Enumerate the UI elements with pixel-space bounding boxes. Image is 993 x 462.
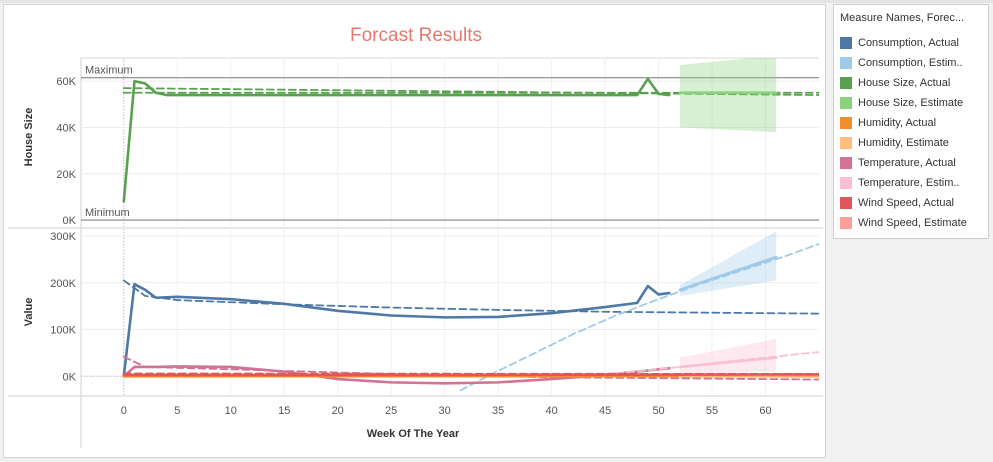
- legend-item-label: House Size, Estimate: [858, 97, 986, 109]
- legend-swatch: [840, 57, 852, 69]
- top-y-tick-label: 0K: [63, 215, 77, 227]
- bottom-y-tick-label: 0K: [63, 371, 77, 383]
- legend-swatch: [840, 217, 852, 229]
- legend-item[interactable]: House Size, Estimate: [834, 93, 988, 113]
- x-tick-label: 30: [439, 405, 451, 417]
- legend-item[interactable]: Wind Speed, Estimate: [834, 213, 988, 233]
- x-tick-label: 55: [706, 405, 718, 417]
- legend-item[interactable]: Temperature, Estim..: [834, 173, 988, 193]
- top-series-house-actual: [124, 79, 669, 202]
- legend-item-label: House Size, Actual: [858, 77, 986, 89]
- bottom-panel-series: [124, 231, 819, 390]
- top-y-tick-label: 20K: [56, 169, 76, 181]
- top-y-tick-label: 40K: [56, 122, 76, 134]
- x-axis-label: Week Of The Year: [367, 428, 460, 440]
- x-tick-label: 25: [385, 405, 397, 417]
- x-tick-label: 45: [599, 405, 611, 417]
- legend-item[interactable]: House Size, Actual: [834, 73, 988, 93]
- x-tick-label: 35: [492, 405, 504, 417]
- legend-item-label: Temperature, Estim..: [858, 177, 986, 189]
- x-tick-label: 0: [121, 405, 127, 417]
- top-strip: [0, 0, 993, 3]
- x-tick-label: 60: [759, 405, 771, 417]
- x-tick-label: 50: [652, 405, 664, 417]
- bottom-series-cons-actual: [124, 284, 669, 376]
- legend-swatch: [840, 117, 852, 129]
- legend-swatch: [840, 157, 852, 169]
- legend-item-label: Consumption, Actual: [858, 37, 986, 49]
- legend-item-label: Consumption, Estim..: [858, 57, 986, 69]
- chart-svg: Forcast Results Week Of The Year House S…: [4, 5, 825, 457]
- legend-swatch: [840, 97, 852, 109]
- reference-label-minimum: Minimum: [85, 207, 130, 219]
- legend-swatch: [840, 77, 852, 89]
- legend-item-label: Wind Speed, Estimate: [858, 217, 986, 229]
- chart-title: Forcast Results: [350, 25, 482, 46]
- legend-swatch: [840, 177, 852, 189]
- bottom-series-temp-estimate-band: [680, 339, 776, 374]
- top-y-tick-label: 60K: [56, 76, 76, 88]
- bottom-y-tick-label: 100K: [50, 325, 76, 337]
- reference-label-maximum: Maximum: [85, 65, 133, 77]
- legend-item[interactable]: Consumption, Actual: [834, 33, 988, 53]
- legend-title: Measure Names, Forec...: [834, 5, 988, 33]
- x-tick-label: 10: [225, 405, 237, 417]
- legend-item-label: Humidity, Actual: [858, 117, 986, 129]
- legend[interactable]: Measure Names, Forec... Consumption, Act…: [833, 4, 989, 239]
- x-tick-label: 15: [278, 405, 290, 417]
- bottom-y-axis-label: Value: [23, 298, 35, 327]
- legend-item[interactable]: Wind Speed, Actual: [834, 193, 988, 213]
- bottom-y-tick-label: 300K: [50, 231, 76, 243]
- legend-swatch: [840, 197, 852, 209]
- plot-layer: 0 5 10 15 20 25 30 35 40 45 50 55 60 0K 20K 40K 60K 0K 100…: [8, 56, 823, 448]
- legend-item-label: Wind Speed, Actual: [858, 197, 986, 209]
- x-tick-label: 5: [174, 405, 180, 417]
- legend-items: Consumption, Actual Consumption, Estim.. H…: [834, 33, 988, 233]
- legend-item-label: Temperature, Actual: [858, 157, 986, 169]
- legend-item-label: Humidity, Estimate: [858, 137, 986, 149]
- bottom-y-tick-label: 200K: [50, 278, 76, 290]
- legend-swatch: [840, 137, 852, 149]
- forecast-chart[interactable]: Forcast Results Week Of The Year House S…: [3, 4, 826, 458]
- legend-item[interactable]: Humidity, Estimate: [834, 133, 988, 153]
- legend-item[interactable]: Temperature, Actual: [834, 153, 988, 173]
- legend-item[interactable]: Consumption, Estim..: [834, 53, 988, 73]
- legend-item[interactable]: Humidity, Actual: [834, 113, 988, 133]
- x-tick-label: 40: [545, 405, 557, 417]
- x-tick-label: 20: [332, 405, 344, 417]
- legend-swatch: [840, 37, 852, 49]
- top-y-axis-label: House Size: [23, 108, 35, 167]
